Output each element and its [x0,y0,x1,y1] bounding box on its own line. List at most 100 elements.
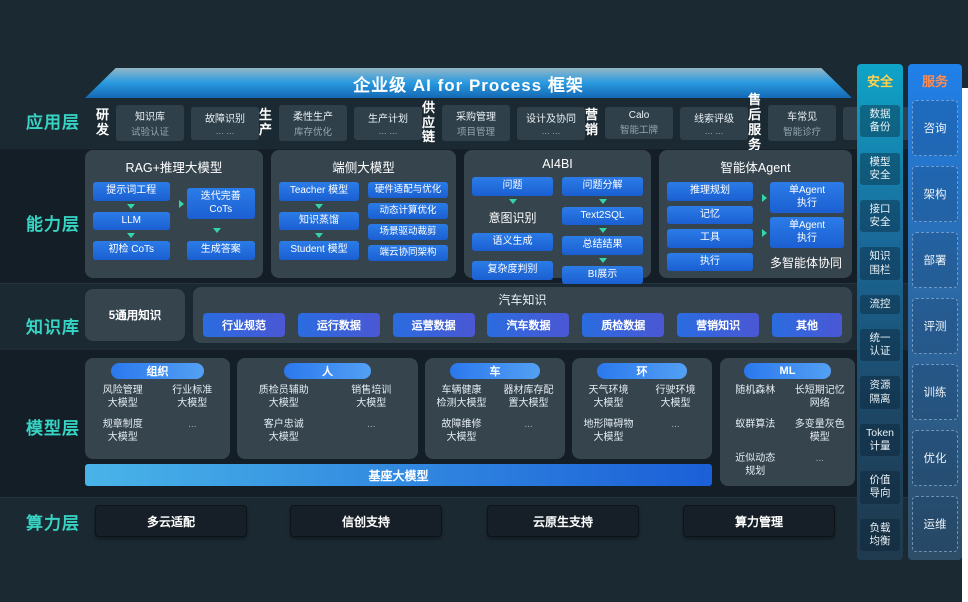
knowledge-pill[interactable]: 运营数据 [392,313,475,337]
service-item[interactable]: 优化 [912,430,958,486]
base-model-bar[interactable]: 基座大模型 [85,464,712,486]
security-item[interactable]: 负载 均衡 [860,518,900,551]
security-item[interactable]: 统一 认证 [860,329,900,362]
bi-node[interactable]: 复杂度判别 [472,261,553,280]
knowledge-pill[interactable]: 质检数据 [582,313,665,337]
knowledge-pill[interactable]: 营销知识 [677,313,760,337]
security-item[interactable]: 接口 安全 [860,199,900,233]
model-item[interactable]: 地形障碍物 大模型 [583,419,634,443]
app-card[interactable]: 采购管理 项目管理 [442,105,511,141]
edge-node[interactable]: 端云协同架构 [368,244,448,261]
agent-node[interactable]: 工具 [667,229,754,248]
knowledge-pill[interactable]: 汽车数据 [487,313,570,337]
arrow-down-icon [598,228,607,233]
rag-node[interactable]: 生成答案 [186,241,255,260]
app-card-line1: 生产计划 [368,113,409,125]
agent-node[interactable]: 记忆 [667,205,754,224]
edge-node[interactable]: 硬件适配与优化 [368,182,448,198]
cap-box-edge: 端侧大模型 Teacher 模型 知识蒸馏 Student 模型 硬件适配与优化… [271,150,456,278]
compute-box-xinchuang[interactable]: 信创支持 [290,505,442,537]
edge-node[interactable]: Student 模型 [279,241,359,260]
layer-label-knowledge: 知识库 [26,318,80,337]
model-item-more: ... [367,419,376,430]
edge-node[interactable]: 动态计算优化 [368,202,448,219]
model-group-vehicle: 车 车辆健康 检测大模型 器材库存配 置大模型 故障维修 大模型 ... [425,358,565,459]
agent-node[interactable]: 执行 [667,252,754,271]
model-group-environment: 环 天气环境 大模型 行驶环境 大模型 地形障碍物 大模型 ... [572,358,712,459]
app-card[interactable]: 车常见 智能诊疗 [768,105,837,141]
edge-node[interactable]: 知识蒸馏 [279,211,359,230]
rag-node[interactable]: 初检 CoTs [93,241,170,260]
compute-box-management[interactable]: 算力管理 [683,505,835,537]
compute-box-cloudnative[interactable]: 云原生支持 [487,505,639,537]
cap-box-rag: RAG+推理大模型 提示词工程 LLM 初检 CoTs 迭代完善 CoTs 生成… [85,150,263,278]
service-item[interactable]: 咨询 [912,100,958,156]
security-item[interactable]: Token 计量 [860,423,900,457]
arrow-down-icon [127,233,136,238]
model-item[interactable]: 质检员辅助 大模型 [258,385,309,409]
model-item[interactable]: 客户忠诚 大模型 [263,419,304,443]
app-card[interactable]: Calo 智能工牌 [605,107,674,139]
rag-node[interactable]: 提示词工程 [93,182,170,201]
knowledge-pill[interactable]: 运行数据 [297,313,380,337]
model-item[interactable]: 风险管理 大模型 [102,385,143,409]
general-knowledge-box[interactable]: 5通用知识 [85,289,185,341]
app-card[interactable]: 故障识别 ... ... [191,106,260,140]
model-item[interactable]: 长短期记忆 网络 [794,385,845,409]
model-item[interactable]: 规章制度 大模型 [102,419,143,443]
app-card[interactable]: 生产计划 ... ... [354,106,423,140]
app-card[interactable]: 线索评级 ... ... [680,106,749,140]
knowledge-pill[interactable]: 行业规范 [203,313,285,337]
page-edge [962,88,968,602]
app-card[interactable]: 柔性生产 库存优化 [279,105,348,141]
bi-node[interactable]: 语义生成 [472,232,553,251]
bi-node[interactable]: BI展示 [562,265,643,284]
app-card[interactable]: 知识库 试验认证 [116,105,185,141]
model-item[interactable]: 故障维修 大模型 [441,419,482,443]
cap-box-title: RAG+推理大模型 [125,161,223,175]
security-item[interactable]: 流控 [860,294,900,314]
security-item[interactable]: 资源 隔离 [860,376,900,409]
app-card[interactable]: 设计及协同 ... ... [517,106,586,140]
rag-node[interactable]: 迭代完善 CoTs [186,188,255,219]
model-item[interactable]: 天气环境 大模型 [588,385,629,409]
agent-node[interactable]: 单Agent 执行 [770,217,844,248]
service-item[interactable]: 部署 [912,232,958,288]
bi-node[interactable]: 总结结果 [562,236,643,255]
security-item[interactable]: 知识 围栏 [860,247,900,280]
arrow-down-icon [598,198,607,204]
service-item[interactable]: 评测 [912,298,958,354]
app-group-name: 生产 [259,107,273,137]
model-item[interactable]: 行业标准 大模型 [172,385,213,409]
service-item[interactable]: 运维 [912,496,958,552]
model-item[interactable]: 随机森林 [735,385,776,396]
service-item[interactable]: 训练 [912,364,958,420]
app-group-name: 售后 服务 [748,92,762,152]
model-item[interactable]: 车辆健康 检测大模型 [436,385,487,409]
service-item[interactable]: 架构 [912,166,958,222]
model-item[interactable]: 多变量灰色 模型 [794,419,845,443]
agent-node[interactable]: 推理规划 [667,182,754,201]
bi-node[interactable]: Text2SQL [562,206,643,225]
bi-node[interactable]: 问题分解 [562,177,643,196]
edge-node[interactable]: Teacher 模型 [279,182,359,201]
knowledge-pill[interactable]: 其他 [771,313,842,337]
rag-node[interactable]: LLM [93,211,170,230]
multi-agent-caption: 多智能体协同 [769,256,842,270]
model-item[interactable]: 行驶环境 大模型 [655,385,696,409]
bi-node[interactable]: 问题 [472,177,553,196]
cap-box-agent: 智能体Agent 推理规划 记忆 工具 执行 单Agent 执行 单Agent … [659,150,852,278]
model-item[interactable]: 器材库存配 置大模型 [503,385,554,409]
compute-box-multicloud[interactable]: 多云适配 [95,505,247,537]
model-item[interactable]: 蚁群算法 [735,419,776,430]
edge-node[interactable]: 场景驱动裁剪 [368,223,448,240]
app-card-line2: 试验认证 [131,127,170,138]
model-item-more: ... [815,453,824,464]
security-item[interactable]: 数据 备份 [860,105,900,138]
security-item[interactable]: 模型 安全 [860,152,900,185]
model-item[interactable]: 销售培训 大模型 [351,385,392,409]
model-item[interactable]: 近似动态 规划 [735,453,776,477]
security-item[interactable]: 价值 导向 [860,471,900,504]
layer-label-capability: 能力层 [26,215,80,234]
agent-node[interactable]: 单Agent 执行 [770,182,844,213]
